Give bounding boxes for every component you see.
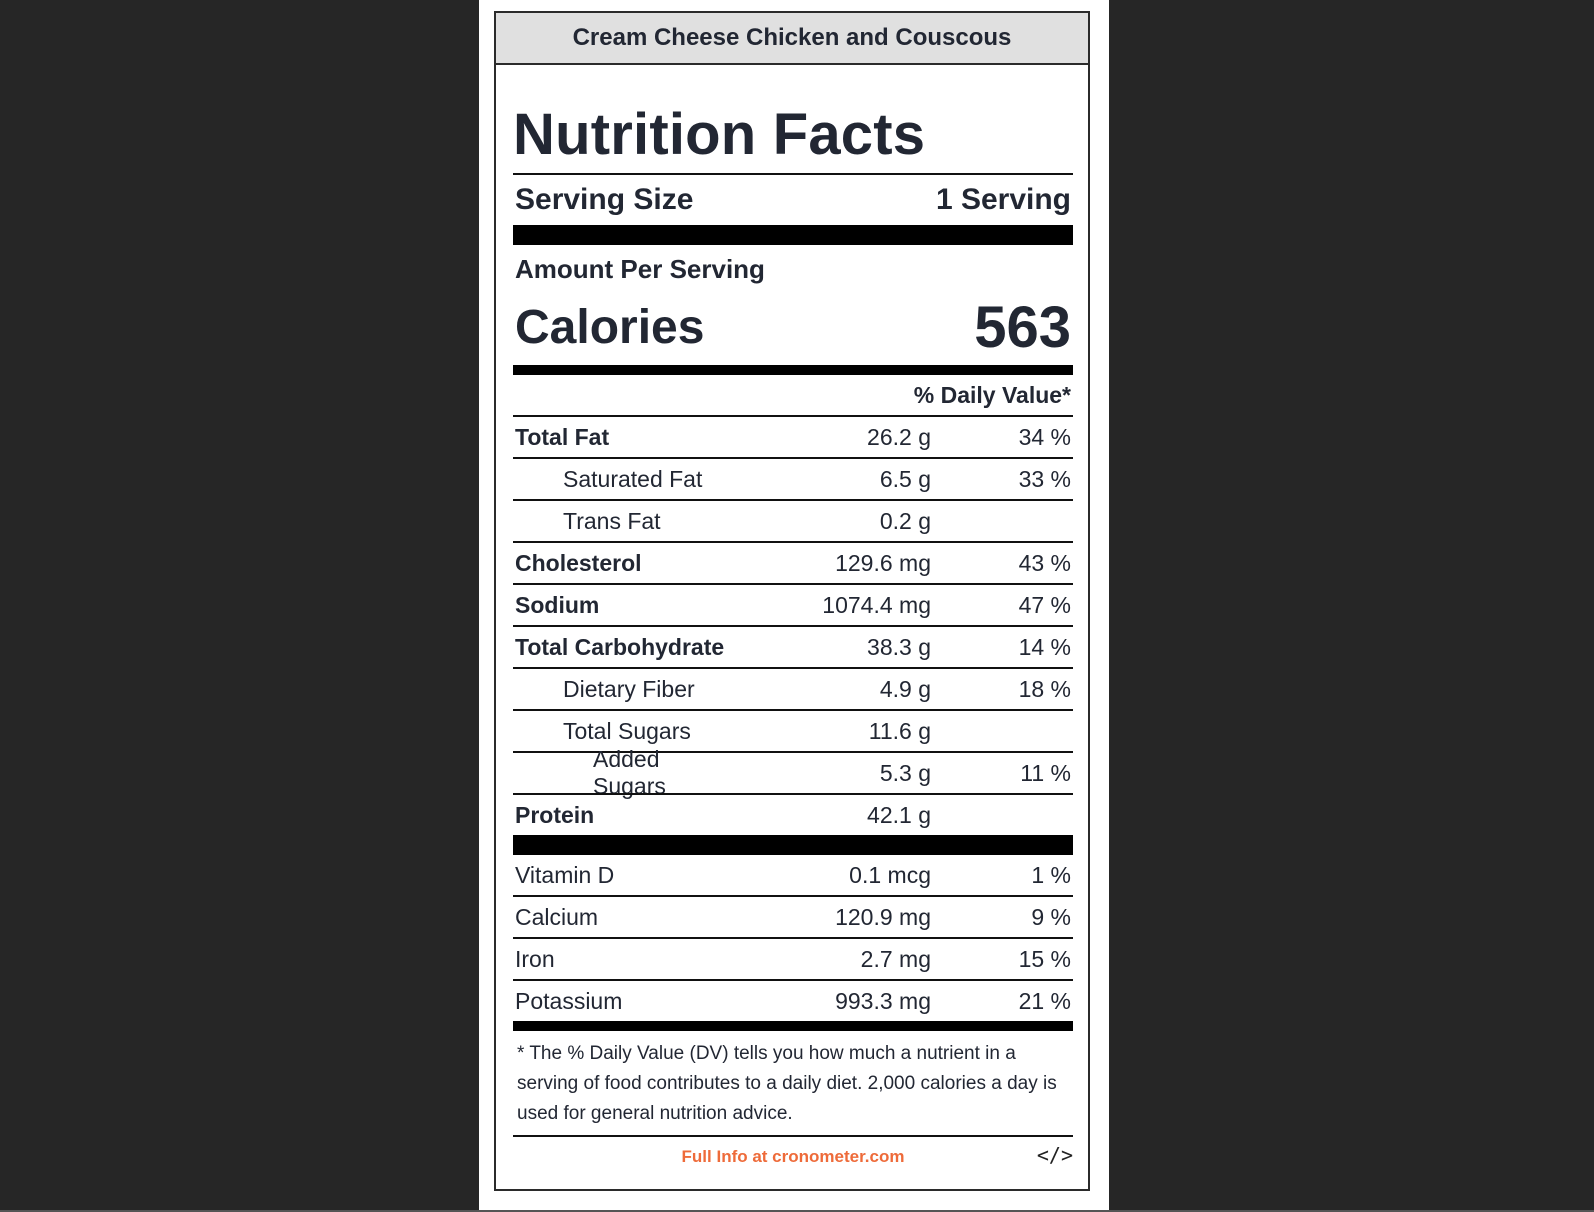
nutrient-dv: 11 %	[1020, 759, 1071, 786]
nutrient-amount: 120.9 mg	[835, 903, 931, 930]
divider	[513, 173, 1073, 175]
nutrient-dv: 21 %	[1018, 987, 1071, 1014]
nutrient-row-trans-fat: Trans Fat 0.2 g	[513, 499, 1073, 541]
label-footer: Full Info at cronometer.com </>	[513, 1135, 1073, 1177]
nutrient-amount: 0.1 mcg	[849, 861, 931, 888]
nutrient-row-added-sugars: Added Sugars 5.3 g 11 %	[513, 746, 1073, 799]
micronutrient-row-iron: Iron 2.7 mg 15 %	[513, 937, 1073, 979]
nutrient-name: Vitamin D	[515, 861, 615, 888]
micronutrient-row-calcium: Calcium 120.9 mg 9 %	[513, 895, 1073, 937]
nutrient-name: Potassium	[515, 987, 623, 1014]
nutrient-name: Trans Fat	[563, 507, 661, 534]
nutrient-name: Total Carbohydrate	[515, 633, 725, 660]
amount-per-serving: Amount Per Serving	[515, 254, 765, 284]
micronutrient-row-potassium: Potassium 993.3 mg 21 %	[513, 979, 1073, 1021]
nutrient-amount: 129.6 mg	[835, 549, 931, 576]
thick-divider	[513, 1021, 1073, 1031]
nutrient-dv: 47 %	[1018, 591, 1071, 618]
nutrient-row-cholesterol: Cholesterol 129.6 mg 43 %	[513, 541, 1073, 583]
nutrient-name: Calcium	[515, 903, 599, 930]
nutrient-row-total-fat: Total Fat 26.2 g 34 %	[513, 415, 1073, 457]
nutrient-name: Sodium	[515, 591, 600, 618]
nutrient-dv: 1 %	[1031, 861, 1071, 888]
nutrient-name: Iron	[515, 945, 555, 972]
thick-divider	[513, 365, 1073, 375]
nutrient-amount: 0.2 g	[879, 507, 931, 534]
nutrient-amount: 5.3 g	[879, 759, 931, 786]
nutrition-facts-heading: Nutrition Facts	[513, 102, 926, 167]
calories-value: 563	[974, 294, 1071, 360]
micronutrient-row-vitamin-d: Vitamin D 0.1 mcg 1 %	[513, 855, 1073, 895]
nutrient-row-total-carbohydrate: Total Carbohydrate 38.3 g 14 %	[513, 625, 1073, 667]
nutrient-row-dietary-fiber: Dietary Fiber 4.9 g 18 %	[513, 667, 1073, 709]
nutrient-row-saturated-fat: Saturated Fat 6.5 g 33 %	[513, 457, 1073, 499]
nutrient-name: Total Fat	[515, 423, 610, 450]
nutrient-amount: 993.3 mg	[835, 987, 931, 1014]
nutrient-row-sodium: Sodium 1074.4 mg 47 %	[513, 583, 1073, 625]
serving-size-row: Serving Size 1 Serving	[513, 175, 1073, 225]
nutrient-name: Dietary Fiber	[563, 675, 695, 702]
nutrient-name: Saturated Fat	[563, 465, 703, 492]
nutrient-name: Total Sugars	[563, 717, 691, 744]
full-info-link[interactable]: Full Info at cronometer.com	[681, 1147, 905, 1166]
nutrient-dv: 14 %	[1018, 633, 1071, 660]
nutrient-amount: 1074.4 mg	[822, 591, 931, 618]
label-page: Cream Cheese Chicken and Couscous Nutrit…	[479, 0, 1109, 1212]
calories-label: Calories	[515, 300, 705, 354]
nutrient-name: Cholesterol	[515, 549, 642, 576]
calories-row: Calories 563	[513, 289, 1073, 365]
nutrient-amount: 42.1 g	[867, 801, 931, 828]
nutrient-dv: 34 %	[1018, 423, 1071, 450]
daily-value-footnote: * The % Daily Value (DV) tells you how m…	[517, 1043, 1057, 1124]
nutrient-dv: 33 %	[1018, 465, 1071, 492]
thick-divider	[513, 835, 1073, 855]
nutrient-name: Protein	[515, 801, 595, 828]
bottom-border	[0, 1210, 1594, 1212]
nutrient-dv: 18 %	[1018, 675, 1071, 702]
micronutrient-list: Vitamin D 0.1 mcg 1 % Calcium 120.9 mg 9…	[513, 855, 1073, 1021]
nutrient-name: Added Sugars	[593, 746, 666, 799]
daily-value-header: % Daily Value*	[913, 382, 1071, 408]
nutrition-label: Cream Cheese Chicken and Couscous Nutrit…	[494, 11, 1090, 1191]
thick-divider	[513, 225, 1073, 245]
embed-code-icon[interactable]: </>	[1036, 1143, 1073, 1167]
nutrient-dv: 15 %	[1018, 945, 1071, 972]
nutrient-amount: 11.6 g	[868, 717, 931, 744]
nutrient-dv: 43 %	[1018, 549, 1071, 576]
serving-size-label: Serving Size	[515, 183, 694, 216]
recipe-title: Cream Cheese Chicken and Couscous	[496, 13, 1088, 65]
nutrient-dv: 9 %	[1031, 903, 1071, 930]
nutrient-amount: 6.5 g	[879, 465, 931, 492]
nutrient-amount: 4.9 g	[879, 675, 931, 702]
nutrient-row-total-sugars: Total Sugars 11.6 g	[513, 709, 1073, 751]
nutrient-amount: 38.3 g	[867, 633, 931, 660]
nutrient-amount: 26.2 g	[867, 423, 931, 450]
nutrient-amount: 2.7 mg	[860, 945, 931, 972]
label-body: Nutrition Facts Serving Size 1 Serving A…	[513, 75, 1073, 1177]
nutrient-row-protein: Protein 42.1 g	[513, 793, 1073, 835]
serving-size-value: 1 Serving	[935, 183, 1071, 216]
nutrient-list: Total Fat 26.2 g 34 % Saturated Fat 6.5 …	[513, 415, 1073, 835]
